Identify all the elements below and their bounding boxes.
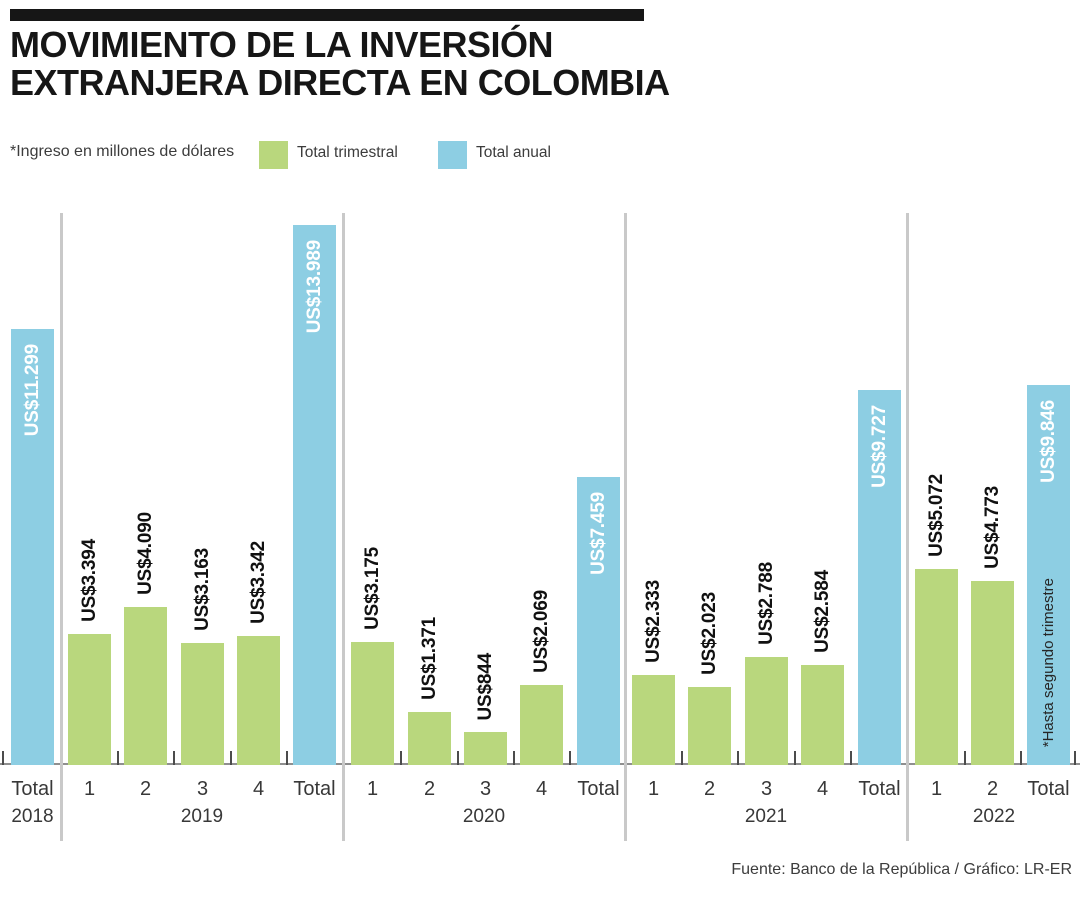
bar-value-label: US$3.342 (247, 541, 269, 624)
year-label-2019: 2019 (180, 806, 224, 827)
bar-value-label: US$3.175 (361, 547, 383, 630)
axis-tick (512, 751, 515, 765)
axis-tick (680, 751, 683, 765)
legend-label-annual: Total anual (476, 144, 551, 161)
bar-2021-total (858, 390, 901, 765)
axis-tick (2, 751, 4, 765)
legend-label-quarterly: Total trimestral (297, 144, 398, 161)
bar-2020-2 (408, 712, 451, 765)
year-divider (624, 213, 627, 841)
bar-value-label: US$2.584 (811, 570, 833, 653)
bar-value-label: US$5.072 (925, 474, 947, 557)
bar-value-label: US$11.299 (21, 344, 43, 437)
axis-tick (850, 751, 852, 765)
bar-2021-2 (688, 687, 731, 765)
axis-tick (229, 751, 232, 765)
axis-tick (1074, 751, 1076, 765)
axis-label-2020-total: Total (577, 778, 620, 800)
legend-swatch-quarterly (259, 141, 288, 169)
bar-2022-2 (971, 581, 1014, 765)
axis-label-2019-1: 1 (83, 778, 96, 800)
bar-annotation: *Hasta segundo trimestre (1039, 577, 1057, 747)
year-label-2021: 2021 (744, 806, 788, 827)
source-credit: Fuente: Banco de la República / Gráfico:… (731, 861, 1072, 878)
axis-label-2021-3: 3 (760, 778, 773, 800)
legend: *Ingreso en millones de dólares Total tr… (0, 139, 1080, 171)
bar-2021-4 (801, 665, 844, 765)
bar-value-label: US$2.023 (698, 592, 720, 675)
year-divider (342, 213, 345, 841)
bar-2019-3 (181, 643, 224, 765)
bar-2020-4 (520, 685, 563, 765)
bar-value-label: US$3.394 (78, 539, 100, 622)
axis-label-2021-2: 2 (703, 778, 716, 800)
axis-label-2020-1: 1 (366, 778, 379, 800)
axis-label-2019-4: 4 (252, 778, 265, 800)
bar-value-label: US$1.371 (418, 617, 440, 700)
bar-value-label: US$4.773 (981, 486, 1003, 569)
bar-value-label: US$9.846 (1037, 400, 1059, 483)
axis-label-2021-total: Total (858, 778, 901, 800)
axis-label-2019-2: 2 (139, 778, 152, 800)
bar-2022-total (1027, 385, 1070, 765)
axis-label-2019-3: 3 (196, 778, 209, 800)
page-title-line1: MOVIMIENTO DE LA INVERSIÓN (10, 24, 554, 65)
bar-value-label: US$4.090 (134, 512, 156, 595)
axis-tick (173, 751, 175, 765)
units-note: *Ingreso en millones de dólares (10, 143, 235, 160)
axis-tick (456, 751, 459, 765)
year-divider (60, 213, 63, 841)
axis-label-2021-1: 1 (647, 778, 660, 800)
axis-label-2018-total: Total (11, 778, 54, 800)
axis-tick (569, 751, 571, 765)
bar-2019-2 (124, 607, 167, 765)
bar-2020-3 (464, 732, 507, 765)
bar-2020-1 (351, 642, 394, 765)
axis-tick (400, 751, 402, 765)
page-title: MOVIMIENTO DE LA INVERSIÓN EXTRANJERA DI… (10, 26, 710, 102)
bar-value-label: US$9.727 (868, 405, 890, 488)
year-label-2020: 2020 (462, 806, 506, 827)
axis-tick (737, 751, 739, 765)
axis-label-2022-total: Total (1027, 778, 1070, 800)
axis-label-2020-3: 3 (479, 778, 492, 800)
bar-2020-total (577, 477, 620, 765)
bar-2021-3 (745, 657, 788, 765)
bar-2019-4 (237, 636, 280, 765)
top-accent-bar (10, 9, 644, 21)
axis-tick (285, 751, 288, 765)
axis-tick (963, 751, 966, 765)
bar-value-label: US$2.333 (642, 580, 664, 663)
axis-label-2020-4: 4 (535, 778, 548, 800)
axis-label-2022-1: 1 (930, 778, 943, 800)
year-label-2022: 2022 (972, 806, 1016, 827)
bar-value-label: US$3.163 (191, 548, 213, 631)
bar-2021-1 (632, 675, 675, 765)
bar-2022-1 (915, 569, 958, 765)
axis-label-2019-total: Total (293, 778, 336, 800)
page-title-line2: EXTRANJERA DIRECTA EN COLOMBIA (10, 62, 670, 103)
bar-value-label: US$13.989 (303, 240, 325, 334)
bar-value-label: US$844 (474, 652, 496, 720)
bar-value-label: US$2.788 (755, 562, 777, 645)
bar-2019-1 (68, 634, 111, 765)
chart-region: US$11.299 Total 2018 US$3.394 1 US$4.090 2 US$3… (0, 213, 1080, 853)
bar-2019-total (293, 225, 336, 765)
bar-2018-total (11, 329, 54, 765)
bar-value-label: US$7.459 (587, 492, 609, 575)
axis-label-2022-2: 2 (986, 778, 999, 800)
axis-tick (1019, 751, 1022, 765)
axis-label-2021-4: 4 (816, 778, 829, 800)
bar-value-label: US$2.069 (530, 590, 552, 673)
year-label-2018: 2018 (11, 806, 54, 827)
legend-swatch-annual (438, 141, 467, 169)
year-divider (906, 213, 909, 841)
axis-label-2020-2: 2 (423, 778, 436, 800)
axis-tick (793, 751, 796, 765)
axis-tick (116, 751, 119, 765)
